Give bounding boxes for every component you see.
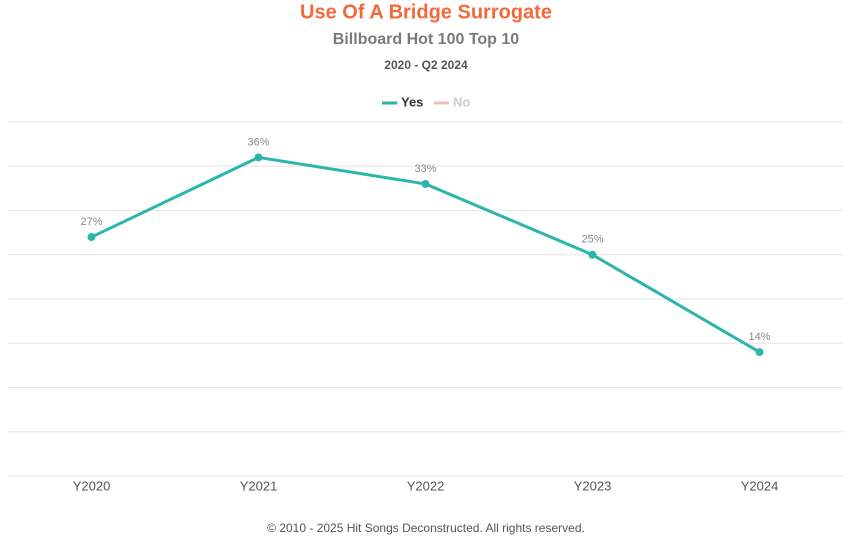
legend-label[interactable]: Yes xyxy=(401,94,423,109)
data-label: 33% xyxy=(414,163,436,175)
data-point xyxy=(588,250,597,259)
data-label: 14% xyxy=(748,331,770,343)
chart-subtitle: Billboard Hot 100 Top 10 xyxy=(333,31,520,48)
chart-title: Use Of A Bridge Surrogate xyxy=(300,1,552,23)
data-point xyxy=(755,348,764,357)
data-point xyxy=(254,153,263,162)
x-tick-label: Y2021 xyxy=(240,478,278,493)
data-label: 27% xyxy=(80,216,102,228)
x-tick-label: Y2023 xyxy=(574,478,612,493)
data-label: 25% xyxy=(581,234,603,246)
x-tick-label: Y2022 xyxy=(407,478,445,493)
data-label: 36% xyxy=(247,136,269,148)
footer: © 2010 - 2025 Hit Songs Deconstructed. A… xyxy=(267,521,585,535)
x-tick-label: Y2024 xyxy=(741,478,779,493)
data-point xyxy=(421,179,430,188)
chart-period: 2020 - Q2 2024 xyxy=(384,58,468,72)
data-point xyxy=(87,233,96,242)
x-tick-label: Y2020 xyxy=(73,478,111,493)
legend-label[interactable]: No xyxy=(453,94,470,109)
